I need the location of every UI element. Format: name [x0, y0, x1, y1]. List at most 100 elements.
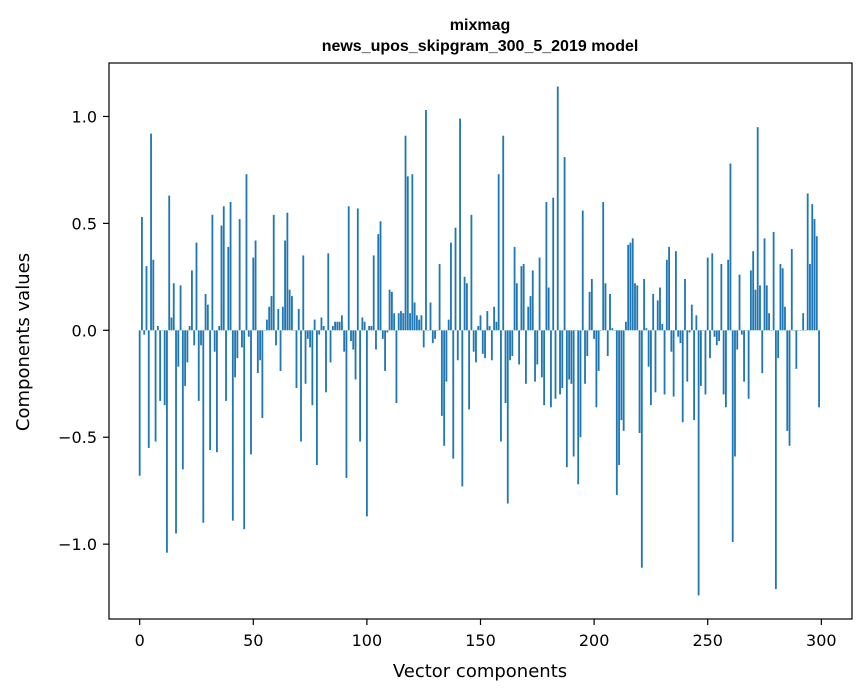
bar — [336, 321, 339, 331]
x-axis-ticks: 0 50 100 150 200 250 300 — [135, 619, 837, 650]
bar — [141, 216, 143, 331]
bar — [513, 246, 516, 331]
bar — [420, 315, 423, 331]
bar — [361, 317, 364, 331]
chart-title: mixmag — [450, 17, 510, 34]
bar — [668, 246, 670, 331]
bar — [568, 330, 571, 380]
bar — [504, 330, 507, 404]
bar — [379, 221, 382, 331]
bar — [390, 291, 393, 331]
bar — [281, 306, 284, 331]
bar — [350, 330, 352, 341]
bar — [454, 227, 457, 331]
bar — [256, 330, 259, 374]
bar — [406, 176, 409, 331]
bar — [581, 210, 584, 331]
bar — [356, 208, 359, 331]
bar — [438, 264, 441, 331]
bar — [802, 313, 805, 331]
bar — [311, 330, 314, 406]
bar — [475, 330, 477, 363]
bar — [252, 257, 255, 331]
bar — [313, 319, 316, 331]
bar — [579, 330, 582, 438]
bar — [404, 135, 407, 331]
bar — [479, 315, 482, 331]
bar — [679, 330, 682, 344]
bar — [509, 330, 511, 361]
bar — [259, 330, 262, 361]
bar — [377, 234, 380, 331]
bar — [413, 302, 416, 331]
bar — [774, 330, 777, 590]
bar — [340, 315, 343, 331]
bar — [261, 330, 264, 418]
y-tick-label: 0.0 — [72, 321, 97, 340]
bar — [786, 330, 789, 431]
bar — [309, 330, 311, 348]
bar — [220, 225, 223, 331]
x-tick-label: 100 — [352, 631, 383, 650]
bar — [327, 253, 330, 331]
bar — [768, 313, 770, 331]
bar — [627, 244, 630, 331]
bar — [656, 300, 659, 331]
bar — [150, 133, 152, 331]
bar — [518, 330, 521, 365]
bar — [425, 110, 427, 331]
bar — [625, 321, 627, 331]
bar — [743, 330, 745, 382]
bar — [277, 308, 280, 331]
bar — [672, 330, 675, 397]
bar — [659, 287, 661, 331]
bar — [300, 330, 302, 442]
bar — [329, 330, 332, 363]
bar — [456, 330, 459, 361]
bar — [497, 174, 500, 331]
bar — [163, 330, 166, 406]
bar — [372, 255, 375, 331]
bar — [168, 195, 171, 331]
bar — [547, 287, 550, 331]
bar — [609, 293, 611, 331]
bar — [536, 330, 539, 365]
bar — [450, 242, 452, 331]
bar — [229, 202, 232, 331]
bar — [693, 330, 695, 421]
bar — [511, 330, 514, 356]
bar — [490, 330, 493, 361]
bar — [431, 330, 434, 344]
bar — [754, 289, 757, 331]
x-tick-label: 0 — [135, 631, 145, 650]
bar — [447, 319, 450, 331]
bar — [338, 321, 341, 331]
bar — [640, 330, 643, 568]
bar — [538, 257, 541, 331]
bar — [577, 330, 580, 485]
bar — [670, 330, 673, 352]
bar — [234, 330, 237, 378]
bar — [706, 257, 709, 331]
bar — [213, 330, 216, 352]
bar — [677, 330, 680, 337]
y-axis-ticks: −1.0 −0.5 0.0 0.5 1.0 — [58, 107, 109, 554]
bar — [286, 212, 289, 331]
bar — [734, 330, 736, 457]
bar — [777, 330, 780, 359]
bar — [166, 330, 168, 553]
bar — [590, 278, 593, 331]
bar — [699, 330, 702, 386]
bar — [727, 259, 730, 331]
bar — [665, 259, 668, 331]
bar — [291, 296, 293, 331]
bar — [788, 330, 791, 446]
bar — [495, 321, 498, 331]
bar — [809, 264, 811, 331]
bar — [238, 219, 241, 331]
bar — [675, 251, 677, 331]
bar — [418, 319, 421, 331]
bar — [481, 330, 484, 354]
bar — [779, 264, 782, 331]
bar — [297, 308, 300, 331]
